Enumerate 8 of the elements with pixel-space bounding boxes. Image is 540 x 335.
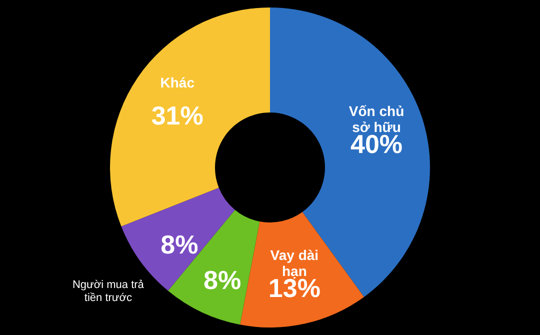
slice-label: Người mua trả tiền trước (72, 279, 145, 304)
donut-slice (270, 8, 430, 297)
data-label: 8% (204, 264, 242, 295)
data-label: 31% (151, 100, 204, 131)
slice-label: Khác (160, 74, 195, 91)
donut-slice (110, 8, 270, 226)
donut-slice (240, 212, 364, 328)
data-label: 8% (160, 229, 198, 260)
